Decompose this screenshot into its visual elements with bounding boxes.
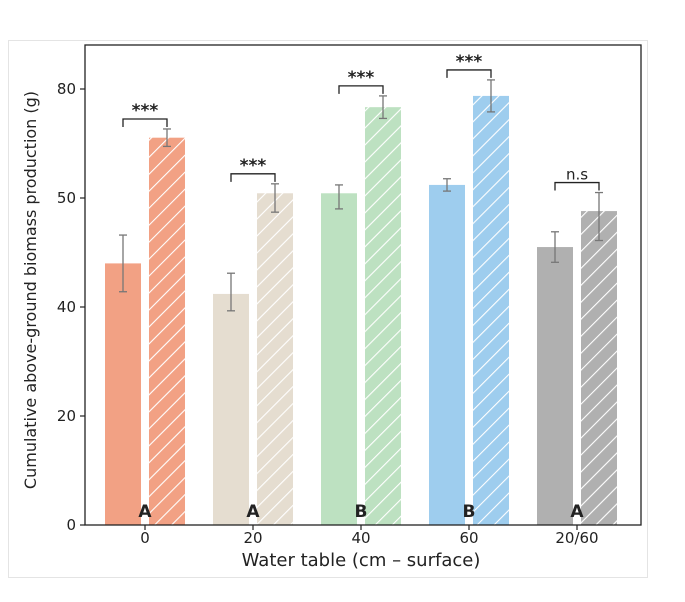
x-tick-label: 0 — [140, 529, 150, 547]
significance-bracket — [122, 118, 168, 127]
error-bars-layer — [119, 79, 603, 312]
group-letter: B — [463, 502, 476, 522]
x-tick-label: 60 — [459, 529, 478, 547]
significance-label: *** — [456, 52, 483, 72]
bar-solid-20 — [213, 293, 249, 525]
axes-layer: 0 20 40 60 20/60 0 20 40 50 80 — [57, 44, 642, 547]
significance-layer: *** *** *** *** n.s — [122, 52, 600, 191]
plot-frame — [84, 44, 642, 526]
bar-hatched-60 — [473, 95, 509, 526]
bar-solid-60 — [429, 184, 465, 526]
x-axis-label: Water table (cm – surface) — [242, 550, 481, 571]
y-tick-label: 20 — [57, 407, 76, 425]
group-letter: A — [246, 502, 260, 522]
significance-label: *** — [348, 68, 375, 88]
significance-bracket — [554, 181, 600, 191]
significance-bracket — [338, 85, 384, 94]
y-tick-label: 0 — [66, 516, 76, 534]
significance-bracket — [446, 69, 492, 78]
significance-label: *** — [240, 156, 267, 176]
x-tick-label: 20 — [243, 529, 262, 547]
bars-layer — [105, 95, 617, 526]
bar-solid-0 — [105, 263, 141, 525]
bar-solid-40 — [321, 193, 357, 525]
bar-hatched-20 — [257, 193, 293, 525]
group-letter: B — [355, 502, 368, 522]
significance-label: *** — [132, 101, 159, 121]
x-tick-label: 40 — [351, 529, 370, 547]
y-tick-label: 40 — [57, 298, 76, 316]
significance-label: n.s — [566, 166, 588, 184]
bar-hatched-20/60 — [581, 211, 617, 525]
group-letter: A — [138, 502, 152, 522]
x-tick-label: 20/60 — [555, 529, 598, 547]
bar-hatched-40 — [365, 107, 401, 526]
group-letter: A — [570, 502, 584, 522]
y-tick-label: 50 — [57, 189, 76, 207]
significance-bracket — [230, 173, 276, 182]
bar-solid-20/60 — [537, 247, 573, 526]
y-axis-label: Cumulative above-ground biomass producti… — [21, 91, 40, 489]
y-tick-label: 80 — [57, 80, 76, 98]
bar-hatched-0 — [149, 137, 185, 526]
